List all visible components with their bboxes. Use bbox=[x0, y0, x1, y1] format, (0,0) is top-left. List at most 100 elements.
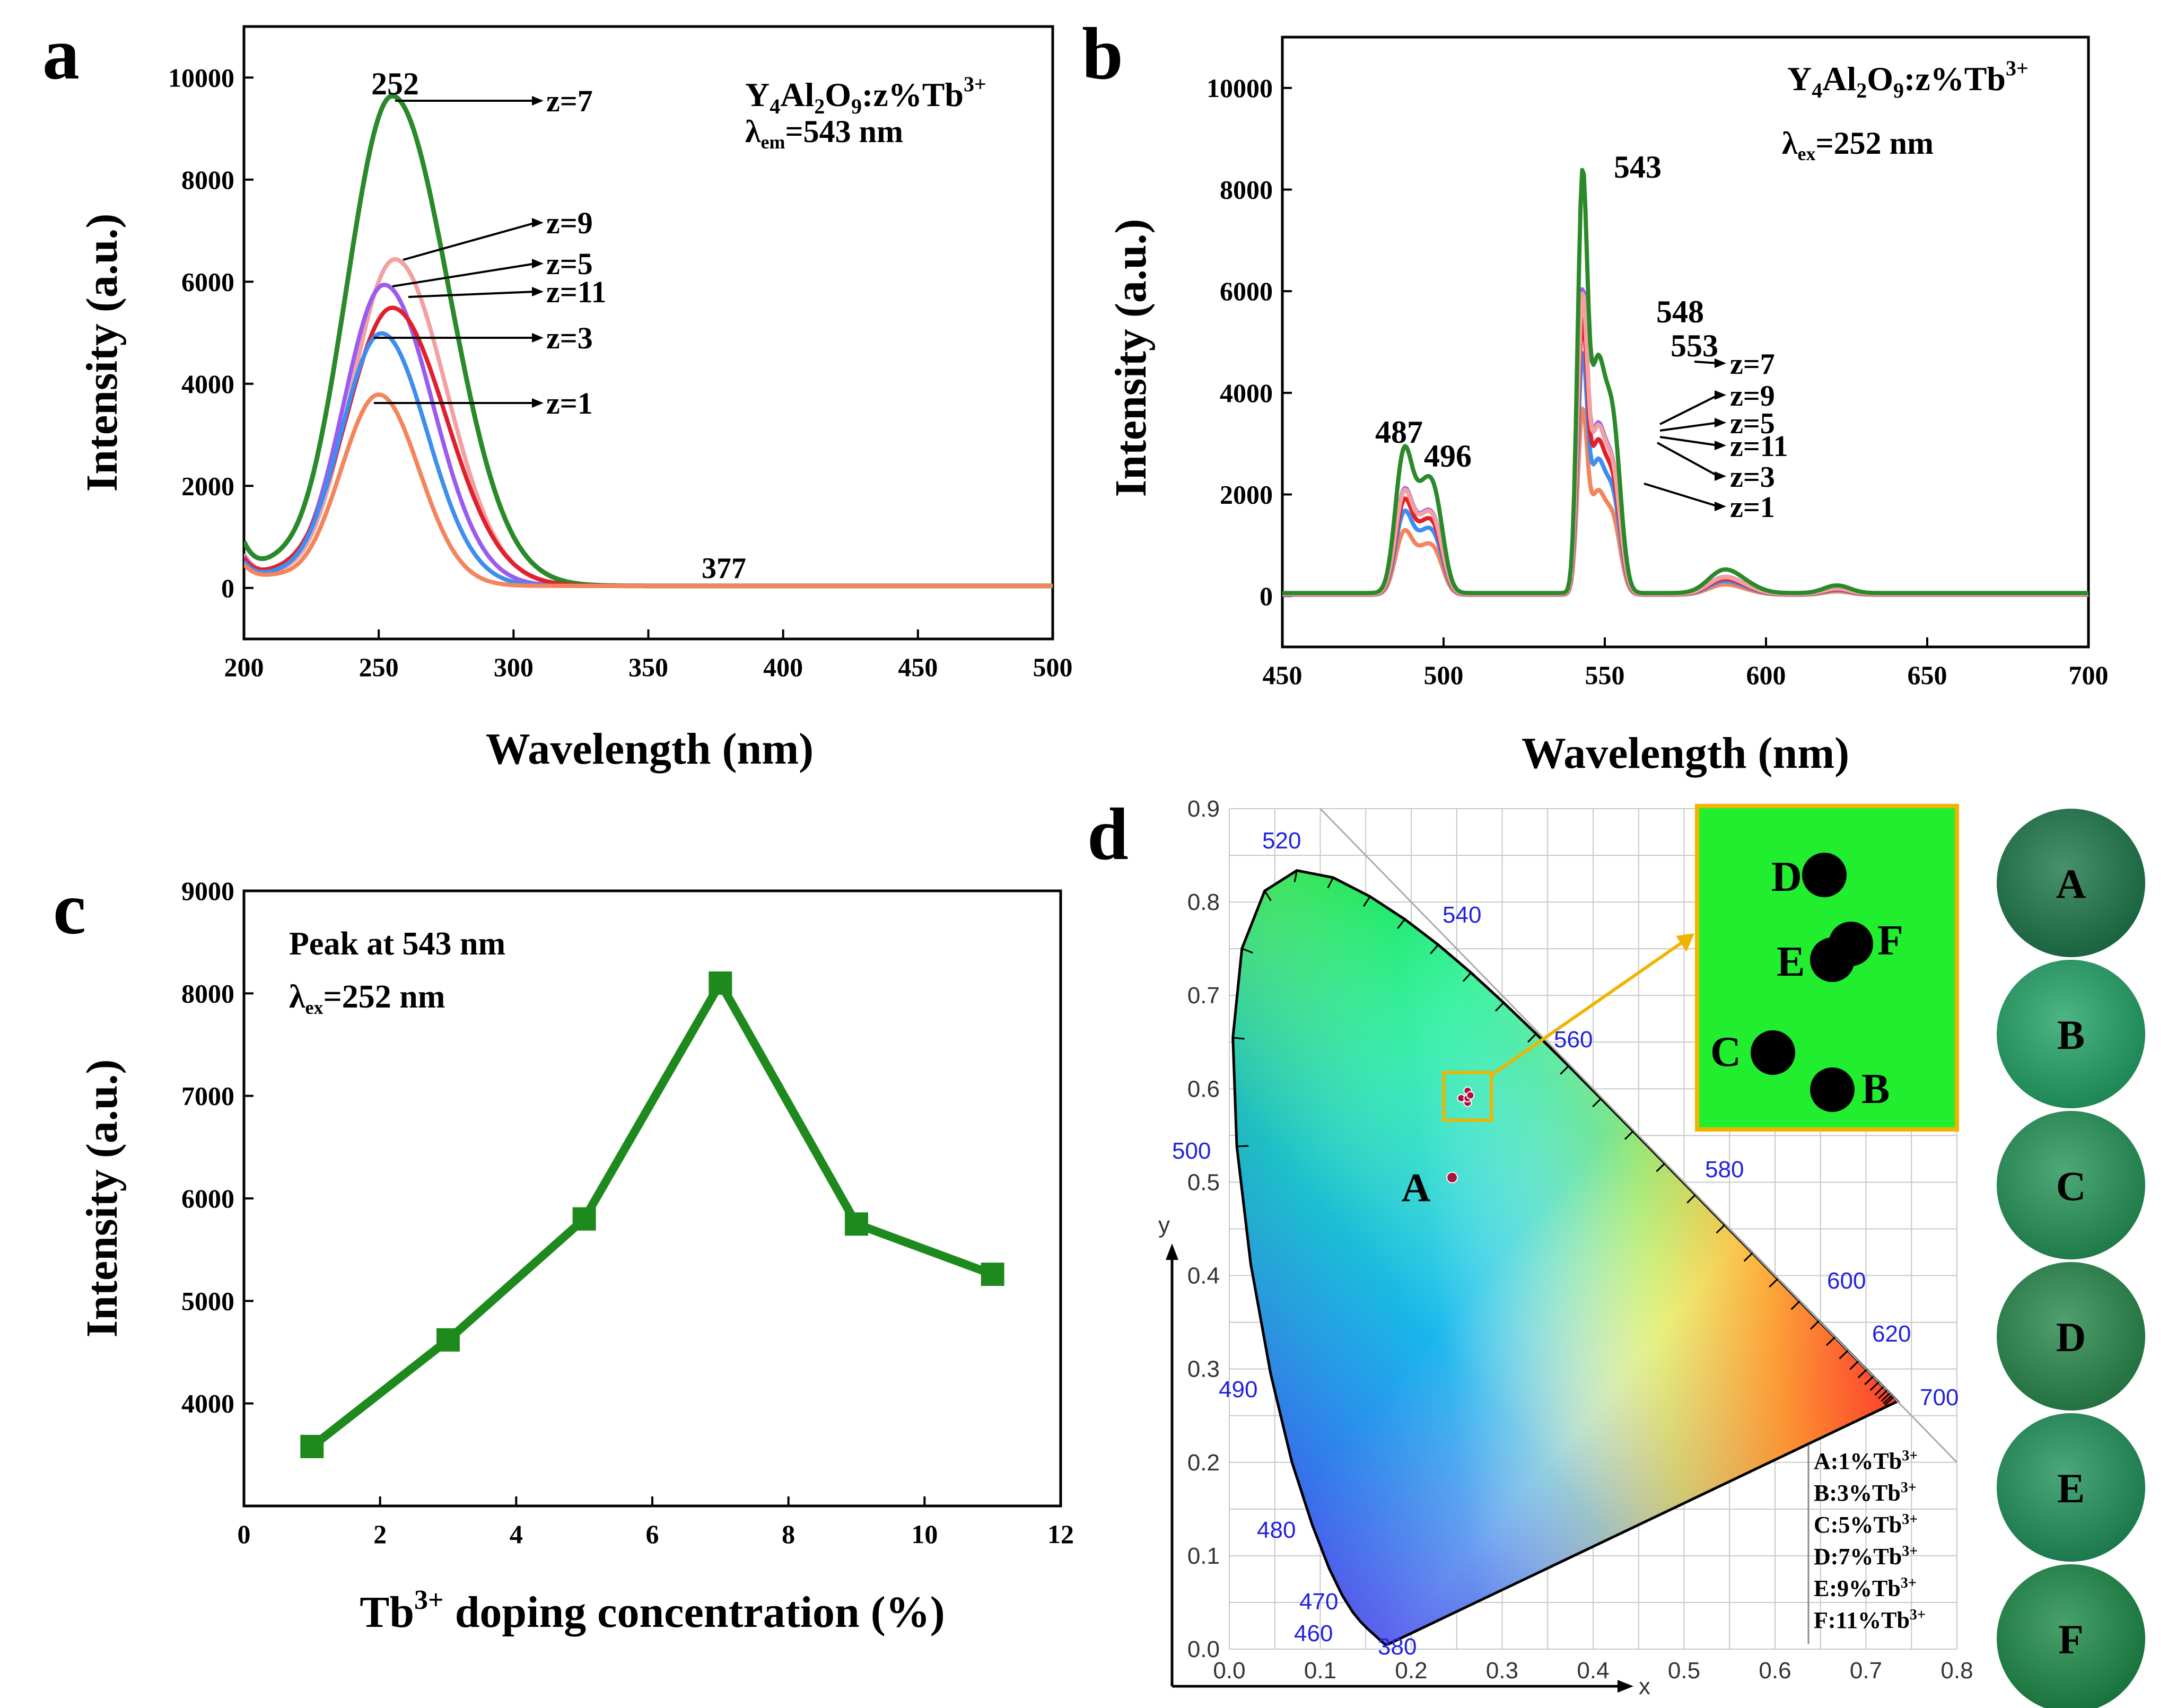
panel-d-locus-tick-29 bbox=[1397, 918, 1406, 929]
panel-c-xtick-label-1: 2 bbox=[373, 1519, 387, 1549]
panel-a-letter: a bbox=[42, 13, 80, 95]
panel-d-ytick-label-3: 0.3 bbox=[1187, 1356, 1220, 1382]
panel-a-xtick-label-0: 200 bbox=[224, 652, 264, 682]
panel-a-ytick-label-2: 4000 bbox=[181, 369, 234, 399]
panel-c-xtick-label-6: 12 bbox=[1047, 1519, 1074, 1549]
panel-d-xtick-label-6: 0.6 bbox=[1759, 1658, 1791, 1684]
panel-a-legend-arrowhead-5 bbox=[532, 398, 544, 408]
panel-d-locus-tick-50 bbox=[1874, 1386, 1884, 1396]
panel-a-axes: 200 250 300 350 400 450 500 0 2000 4000 6000 8000 10… bbox=[168, 63, 1073, 682]
panel-d-locus-tick-54 bbox=[1884, 1396, 1894, 1406]
panel-d-locus-tick-38 bbox=[1686, 1194, 1696, 1204]
panel-d-point-A bbox=[1446, 1171, 1458, 1184]
panel-d-photo-label-B: B bbox=[2057, 1012, 2085, 1058]
panel-d-photo-label-D: D bbox=[2056, 1314, 2086, 1360]
panel-d-photo-shade-C bbox=[1997, 1111, 2145, 1259]
panel-d-locus-tick-45 bbox=[1839, 1350, 1849, 1360]
panel-d-locus-tick-23 bbox=[1232, 1037, 1245, 1040]
panel-a-legend-arrowhead-1 bbox=[532, 218, 544, 227]
panel-d: d 380 460 470 480 490 500 520 540 560 580 600 620 70… bbox=[1087, 793, 2145, 1708]
panel-d-locus-tick-46 bbox=[1849, 1360, 1859, 1370]
panel-d-inset-dot-D bbox=[1802, 853, 1847, 897]
panel-d-x-arrow bbox=[1618, 1680, 1633, 1693]
panel-d-legend-text-5: F:11%Tb bbox=[1814, 1607, 1910, 1633]
panel-d-photo-shade-F bbox=[1997, 1564, 2145, 1708]
panel-a-xtick-label-3: 350 bbox=[628, 652, 668, 682]
panel-d-locus-tick-25 bbox=[1264, 890, 1272, 901]
panel-d-wavelength-label-470: 470 bbox=[1299, 1589, 1338, 1615]
panel-d-xtick-label-0: 0.0 bbox=[1213, 1658, 1245, 1684]
panel-b: b 450 500 550 600 650 700 0 2000 4000 6000 8000 100… bbox=[1082, 13, 2109, 778]
panel-a-ytick-label-0: 0 bbox=[221, 573, 234, 603]
panel-d-ytick-label-9: 0.9 bbox=[1187, 796, 1220, 822]
panel-c-series bbox=[300, 971, 1004, 1458]
panel-d-legend-item-5: F:11%Tb3+ bbox=[1814, 1607, 1926, 1633]
panel-c-xtick-label-2: 4 bbox=[510, 1519, 523, 1549]
panel-b-legend-arrowhead-1 bbox=[1715, 390, 1726, 400]
panel-a-series-z-1 bbox=[244, 392, 1053, 588]
panel-d-locus-tick-34 bbox=[1560, 1065, 1569, 1075]
panel-d-wavelength-label-520: 520 bbox=[1262, 828, 1301, 854]
panel-d-xtick-label-5: 0.5 bbox=[1668, 1658, 1700, 1684]
panel-d-wavelength-label-700: 700 bbox=[1920, 1385, 1959, 1411]
panel-b-peak-543: 543 bbox=[1614, 150, 1662, 185]
panel-a-ytick-label-3: 6000 bbox=[181, 267, 234, 296]
panel-a-legend-arrowhead-3 bbox=[532, 287, 544, 296]
panel-b-peak-487: 487 bbox=[1375, 415, 1423, 450]
panel-a-peak-377: 377 bbox=[702, 552, 746, 585]
panel-a-legend-label-2: z=5 bbox=[546, 247, 593, 281]
panel-a-xtick-label-5: 450 bbox=[898, 652, 938, 682]
panel-d-legend-sup-5: 3+ bbox=[1910, 1607, 1926, 1623]
panel-a-legend: z=7 z=9 z=5z=11 z=3 z=1 bbox=[374, 84, 607, 421]
panel-c-ytick-label-4: 8000 bbox=[181, 978, 234, 1008]
panel-b-legend-label-0: z=7 bbox=[1730, 348, 1775, 381]
panel-b-legend: z=7z=9z=5z=11z=3z=1 bbox=[1644, 348, 1788, 524]
panel-d-point-a-label: A bbox=[1402, 1166, 1431, 1210]
panel-b-xtick-label-2: 550 bbox=[1585, 660, 1625, 690]
panel-a-series bbox=[244, 93, 1053, 589]
panel-b-frame bbox=[1281, 36, 2090, 649]
panel-a-series-z-7 bbox=[244, 93, 1053, 589]
panel-b-ytick-label-5: 10000 bbox=[1207, 73, 1273, 103]
panel-a-legend-arrow-3 bbox=[408, 291, 536, 298]
panel-c-marker-0 bbox=[300, 1434, 324, 1458]
panel-a: a 200 250 300 350 400 450 500 0 2000 4000 6000 8000… bbox=[42, 13, 1073, 774]
panel-b-ytick-label-3: 6000 bbox=[1220, 276, 1273, 306]
panel-c-marker-2 bbox=[572, 1207, 596, 1231]
panel-a-ytick-label-1: 2000 bbox=[181, 471, 234, 501]
panel-d-legend-text-0: A:1%Tb bbox=[1814, 1448, 1902, 1474]
panel-b-subtitle: λex=252 nm bbox=[1782, 126, 1934, 164]
panel-d-xtick-label-7: 0.7 bbox=[1850, 1658, 1882, 1684]
panel-d-gamut: 380 460 470 480 490 500 520 540 560 580 600 620 700 bbox=[1172, 808, 1959, 1660]
panel-b-legend-arrow-0 bbox=[1694, 361, 1719, 364]
panel-d-xtick-label-8: 0.8 bbox=[1940, 1658, 1973, 1684]
panel-c-ytick-label-0: 4000 bbox=[181, 1389, 234, 1418]
panel-a-formula: Y4Al2O9:z%Tb3+ bbox=[745, 72, 986, 118]
panel-b-legend-arrow-3 bbox=[1659, 436, 1719, 446]
panel-d-wavelength-label-580: 580 bbox=[1705, 1157, 1744, 1183]
panel-d-ytick-label-6: 0.6 bbox=[1187, 1076, 1220, 1102]
panel-d-locus-tick-26 bbox=[1293, 870, 1298, 882]
panel-d-legend-item-1: B:3%Tb3+ bbox=[1814, 1479, 1917, 1506]
panel-d-y-arrow bbox=[1166, 1243, 1178, 1260]
panel-d-wavelength-label-560: 560 bbox=[1554, 1027, 1593, 1053]
panel-a-xtick-label-1: 250 bbox=[359, 652, 399, 682]
panel-b-series bbox=[1282, 168, 2088, 597]
panel-d-wavelength-label-540: 540 bbox=[1443, 902, 1481, 928]
panel-c-ytick-label-2: 6000 bbox=[181, 1184, 234, 1213]
panel-c-line bbox=[309, 979, 994, 1450]
panel-d-letter: d bbox=[1087, 793, 1129, 875]
panel-a-legend-label-5: z=1 bbox=[546, 386, 593, 421]
panel-d-ytick-label-4: 0.4 bbox=[1187, 1263, 1220, 1289]
panel-b-peak-548: 548 bbox=[1656, 294, 1704, 329]
panel-d-locus-tick-36 bbox=[1624, 1131, 1634, 1140]
panel-b-ylabel: Intensity (a.u.) bbox=[1106, 218, 1156, 497]
panel-d-legend-item-0: A:1%Tb3+ bbox=[1814, 1448, 1918, 1474]
panel-b-legend-label-4: z=3 bbox=[1730, 461, 1775, 494]
panel-a-legend-arrow-2 bbox=[392, 262, 536, 287]
panel-c-xtick-label-4: 8 bbox=[782, 1519, 795, 1549]
panel-c-ytick-label-5: 9000 bbox=[181, 876, 234, 906]
panel-b-legend-arrowhead-2 bbox=[1715, 418, 1726, 427]
panel-b-legend-arrow-4 bbox=[1657, 442, 1719, 477]
